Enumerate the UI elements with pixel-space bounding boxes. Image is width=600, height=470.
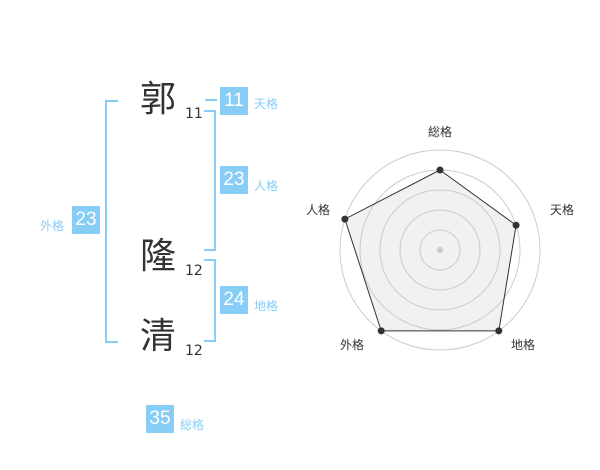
radar-point: [512, 221, 520, 229]
radar-polygon: [344, 169, 517, 332]
tenkaku-bracket: [205, 99, 217, 101]
radar-label-gaikaku: 外格: [340, 338, 365, 352]
chikaku-label: 地格: [254, 299, 279, 313]
gaikaku-value: 23: [72, 206, 100, 234]
radar-ring: [399, 209, 481, 291]
radar-ring: [339, 149, 541, 351]
name-char-3: 清: [140, 316, 177, 357]
name-char-1: 郭: [140, 79, 177, 120]
radar-label-soukaku: 総格: [428, 125, 453, 139]
gaikaku-label: 外格: [40, 219, 65, 233]
radar-point: [341, 215, 349, 223]
radar-label-tenkaku: 天格: [550, 203, 575, 217]
chikaku-bracket: [204, 259, 216, 342]
jinkaku-label: 人格: [254, 179, 279, 193]
tenkaku-value: 11: [220, 87, 248, 115]
radar-label-jinkaku: 人格: [306, 203, 331, 217]
radar-label-chikaku: 地格: [511, 338, 536, 352]
radar-point: [436, 166, 444, 174]
jinkaku-value: 23: [220, 166, 248, 194]
jinkaku-bracket: [204, 110, 216, 251]
chikaku-value: 24: [220, 286, 248, 314]
radar-center: [437, 247, 443, 253]
soukaku-label: 総格: [180, 418, 205, 432]
radar-point: [377, 327, 385, 335]
radar-ring: [379, 189, 501, 311]
radar-ring: [419, 229, 461, 271]
soukaku-value: 35: [146, 405, 174, 433]
stroke-count-3: 12: [185, 343, 203, 359]
stroke-count-2: 12: [185, 263, 203, 279]
stroke-count-1: 11: [185, 106, 203, 122]
name-char-2: 隆: [140, 236, 177, 277]
gaikaku-bracket: [105, 100, 118, 343]
tenkaku-label: 天格: [254, 97, 279, 111]
radar-point: [495, 327, 503, 335]
